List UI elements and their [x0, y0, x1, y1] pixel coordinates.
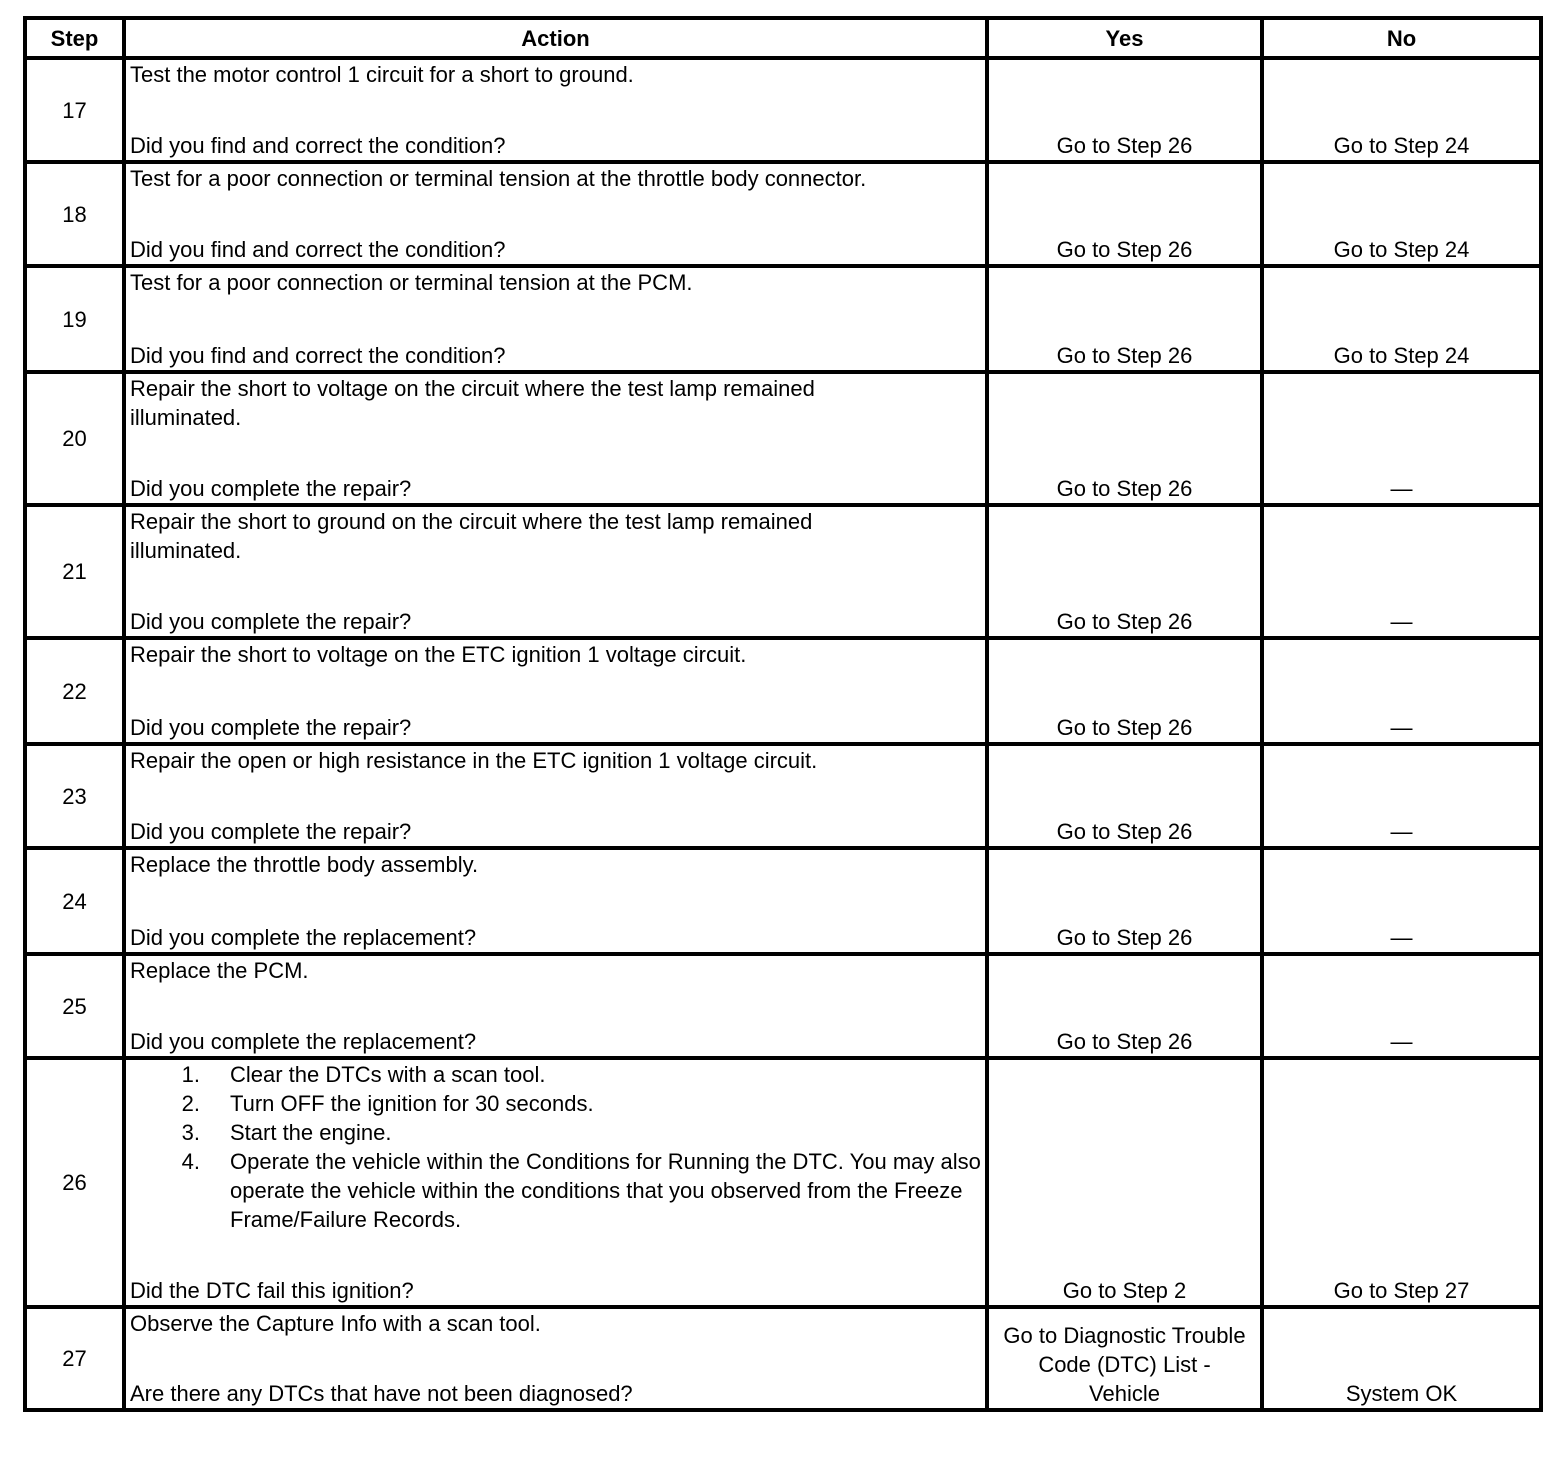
- header-row: Step Action Yes No: [23, 16, 1543, 60]
- list-item: 2. Turn OFF the ignition for 30 seconds.: [130, 1089, 985, 1118]
- step-number: 25: [23, 952, 126, 1060]
- diagnostic-steps-table: Step Action Yes No 17 Test the motor con…: [23, 16, 1543, 1412]
- step-number: 18: [23, 160, 126, 268]
- question-text: Did you complete the repair?: [130, 819, 412, 844]
- yes-result: Go to Step 26: [985, 952, 1264, 1060]
- action-cell: 1. Clear the DTCs with a scan tool. 2. Turn…: [122, 1056, 989, 1309]
- action-text: Observe the Capture Info with a scan too…: [130, 1311, 541, 1336]
- list-item: 1. Clear the DTCs with a scan tool.: [130, 1060, 985, 1089]
- yes-result: Go to Step 26: [985, 503, 1264, 640]
- yes-result: Go to Diagnostic Trouble Code (DTC) List…: [985, 1305, 1264, 1412]
- step-number: 27: [23, 1305, 126, 1412]
- action-text: Repair the short to voltage on the circu…: [130, 376, 815, 430]
- list-text: Start the engine.: [230, 1120, 392, 1145]
- header-step: Step: [23, 16, 126, 60]
- yes-result: Go to Step 26: [985, 742, 1264, 850]
- list-number: 4.: [181, 1149, 200, 1174]
- action-text: Test the motor control 1 circuit for a s…: [130, 62, 634, 87]
- question-text: Did the DTC fail this ignition?: [130, 1278, 414, 1303]
- table-row: 26 1. Clear the DTCs with a scan tool. 2. T…: [23, 1056, 1543, 1309]
- no-result: —: [1260, 952, 1543, 1060]
- no-result: —: [1260, 636, 1543, 746]
- action-cell: Observe the Capture Info with a scan too…: [122, 1305, 989, 1412]
- question-text: Did you complete the repair?: [130, 609, 412, 634]
- table-row: 21 Repair the short to ground on the cir…: [23, 503, 1543, 640]
- action-cell: Replace the PCM. Did you complete the rep…: [122, 952, 989, 1060]
- step-number: 24: [23, 846, 126, 956]
- no-result: Go to Step 24: [1260, 264, 1543, 374]
- table-row: 18 Test for a poor connection or termina…: [23, 160, 1543, 268]
- yes-result: Go to Step 2: [985, 1056, 1264, 1309]
- step-number: 26: [23, 1056, 126, 1309]
- list-number: 3.: [181, 1120, 200, 1145]
- action-cell: Test for a poor connection or terminal t…: [122, 160, 989, 268]
- list-item: 3. Start the engine.: [130, 1118, 985, 1147]
- question-text: Did you find and correct the condition?: [130, 133, 506, 158]
- no-result: Go to Step 24: [1260, 160, 1543, 268]
- no-result: System OK: [1260, 1305, 1543, 1412]
- list-text: Turn OFF the ignition for 30 seconds.: [230, 1091, 594, 1116]
- action-text: Replace the throttle body assembly.: [130, 852, 479, 877]
- action-cell: Repair the short to ground on the circui…: [122, 503, 989, 640]
- action-cell: Test the motor control 1 circuit for a s…: [122, 56, 989, 164]
- question-text: Did you complete the repair?: [130, 476, 412, 501]
- action-cell: Replace the throttle body assembly. Did y…: [122, 846, 989, 956]
- step-number: 22: [23, 636, 126, 746]
- step-number: 17: [23, 56, 126, 164]
- list-text: Clear the DTCs with a scan tool.: [230, 1062, 546, 1087]
- yes-result: Go to Step 26: [985, 264, 1264, 374]
- table-row: 19 Test for a poor connection or termina…: [23, 264, 1543, 374]
- header-action: Action: [122, 16, 989, 60]
- table-row: 23 Repair the open or high resistance in…: [23, 742, 1543, 850]
- yes-result: Go to Step 26: [985, 370, 1264, 507]
- action-cell: Test for a poor connection or terminal t…: [122, 264, 989, 374]
- question-text: Did you complete the replacement?: [130, 1029, 477, 1054]
- list-item: 4. Operate the vehicle within the Conditi…: [130, 1147, 985, 1234]
- question-text: Did you complete the repair?: [130, 715, 412, 740]
- question-text: Did you complete the replacement?: [130, 925, 477, 950]
- no-result: Go to Step 24: [1260, 56, 1543, 164]
- yes-result: Go to Step 26: [985, 160, 1264, 268]
- table-row: 27 Observe the Capture Info with a scan …: [23, 1305, 1543, 1412]
- action-cell: Repair the open or high resistance in th…: [122, 742, 989, 850]
- table-row: 20 Repair the short to voltage on the ci…: [23, 370, 1543, 507]
- no-result: Go to Step 27: [1260, 1056, 1543, 1309]
- step-number: 20: [23, 370, 126, 507]
- question-text: Did you find and correct the condition?: [130, 343, 506, 368]
- instruction-list: 1. Clear the DTCs with a scan tool. 2. Turn…: [130, 1060, 985, 1234]
- list-text: Operate the vehicle within the Condition…: [230, 1149, 981, 1232]
- action-text: Repair the short to voltage on the ETC i…: [130, 642, 747, 667]
- question-text: Are there any DTCs that have not been di…: [130, 1381, 633, 1406]
- action-text: Repair the short to ground on the circui…: [130, 509, 813, 563]
- step-number: 19: [23, 264, 126, 374]
- yes-result: Go to Step 26: [985, 846, 1264, 956]
- step-number: 23: [23, 742, 126, 850]
- table-row: 24 Replace the throttle body assembly. Di…: [23, 846, 1543, 956]
- yes-result: Go to Step 26: [985, 636, 1264, 746]
- action-cell: Repair the short to voltage on the ETC i…: [122, 636, 989, 746]
- action-text: Test for a poor connection or terminal t…: [130, 166, 867, 191]
- action-cell: Repair the short to voltage on the circu…: [122, 370, 989, 507]
- list-number: 1.: [181, 1062, 200, 1087]
- table-row: 17 Test the motor control 1 circuit for …: [23, 56, 1543, 164]
- action-text: Test for a poor connection or terminal t…: [130, 270, 693, 295]
- header-no: No: [1260, 16, 1543, 60]
- no-result: —: [1260, 742, 1543, 850]
- no-result: —: [1260, 846, 1543, 956]
- header-yes: Yes: [985, 16, 1264, 60]
- list-number: 2.: [181, 1091, 200, 1116]
- step-number: 21: [23, 503, 126, 640]
- no-result: —: [1260, 503, 1543, 640]
- yes-result: Go to Step 26: [985, 56, 1264, 164]
- table-row: 25 Replace the PCM. Did you complete the …: [23, 952, 1543, 1060]
- no-result: —: [1260, 370, 1543, 507]
- action-text: Repair the open or high resistance in th…: [130, 748, 818, 773]
- action-text: Replace the PCM.: [130, 958, 309, 983]
- table-row: 22 Repair the short to voltage on the ET…: [23, 636, 1543, 746]
- question-text: Did you find and correct the condition?: [130, 237, 506, 262]
